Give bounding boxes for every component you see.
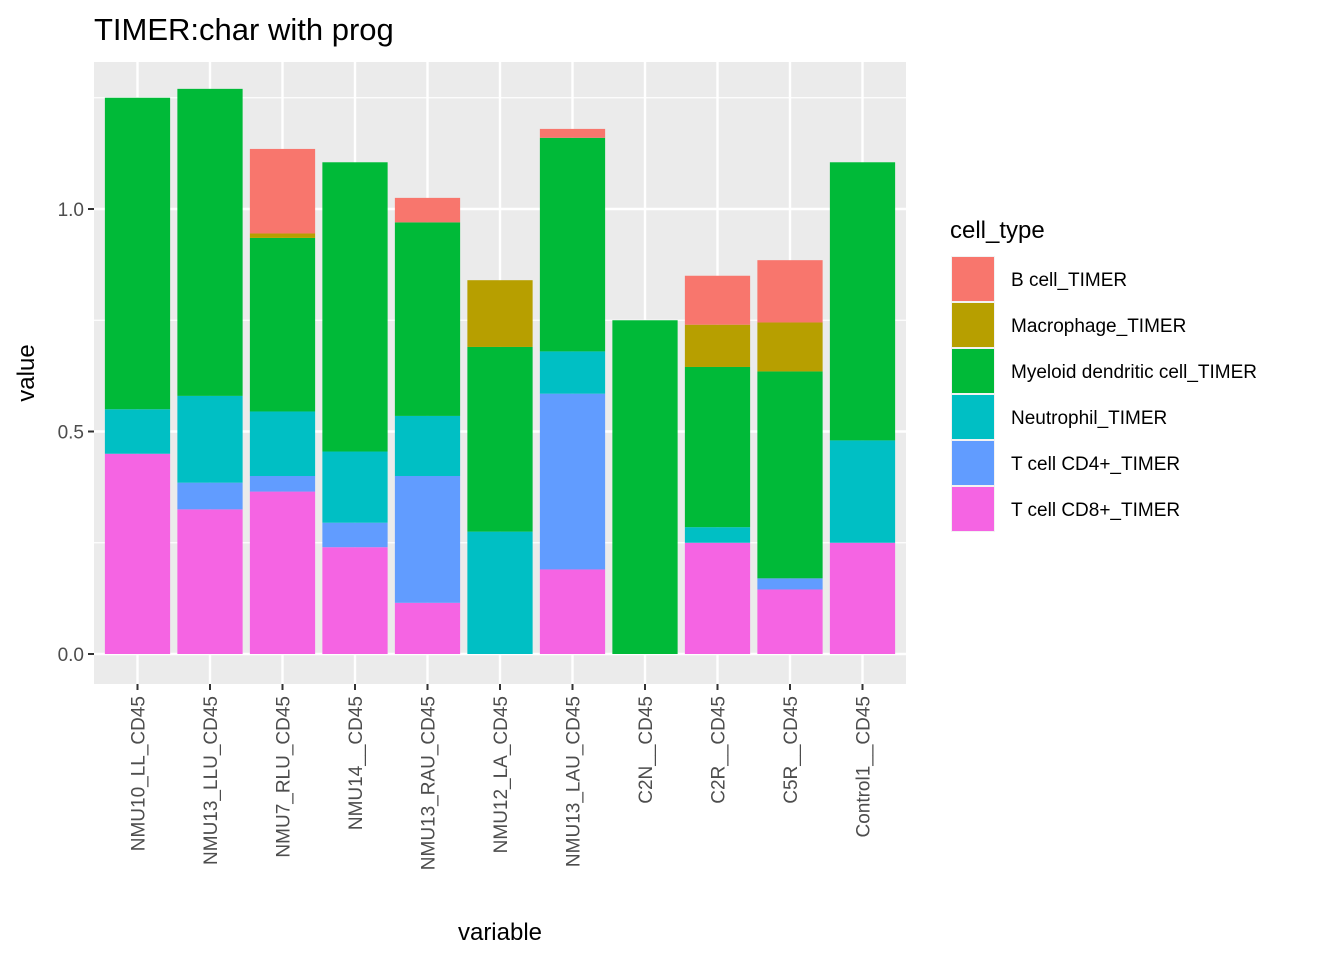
bar-segment xyxy=(322,547,388,654)
x-tick-label: NMU12_LA_CD45 xyxy=(491,696,512,853)
bar-segment xyxy=(104,97,171,410)
x-tick-label: NMU14__CD45 xyxy=(346,696,367,830)
bar-segment xyxy=(539,128,606,138)
bar-segment xyxy=(467,346,533,532)
bar-segment xyxy=(467,531,533,654)
bar-segment xyxy=(249,411,316,476)
bar-segment xyxy=(322,162,388,452)
bar-segment xyxy=(829,440,896,543)
x-tick-label: NMU13_LAU_CD45 xyxy=(564,696,585,867)
x-tick-label: C5R__CD45 xyxy=(781,696,802,804)
bar-segment xyxy=(104,409,171,454)
bar-segment xyxy=(249,148,316,234)
bar-segment xyxy=(249,476,316,492)
bar-segment xyxy=(394,476,461,603)
legend-label: Macrophage_TIMER xyxy=(1011,316,1186,337)
legend: cell_type B cell_TIMER Macrophage_TIMER My… xyxy=(950,217,1257,532)
legend-key xyxy=(952,395,994,439)
x-tick-label: NMU13_LLU_CD45 xyxy=(201,696,222,865)
legend-label: B cell_TIMER xyxy=(1011,270,1127,291)
x-tick-label: C2R__CD45 xyxy=(709,696,730,804)
chart-title: TIMER:char with prog xyxy=(94,12,394,47)
bar-segment xyxy=(394,415,461,476)
legend-key xyxy=(952,349,994,393)
legend-key xyxy=(952,257,994,301)
legend-label: Neutrophil_TIMER xyxy=(1011,408,1167,429)
bar-segment xyxy=(322,451,388,523)
legend-label: T cell CD4+_TIMER xyxy=(1011,454,1180,475)
bar-segment xyxy=(684,542,751,654)
bar-segment xyxy=(394,197,461,223)
bar-segment xyxy=(684,275,751,325)
y-tick-label: 0.5 xyxy=(58,423,84,444)
y-axis: 0.0 0.5 1.0 xyxy=(58,200,94,666)
bar-segment xyxy=(539,351,606,394)
bar-segment xyxy=(104,453,171,654)
y-axis-title: value xyxy=(13,344,40,401)
bar-segment xyxy=(177,482,243,510)
x-axis: NMU10_LL_CD45 NMU13_LLU_CD45 NMU7_RLU_CD45… xyxy=(129,684,875,870)
legend-title: cell_type xyxy=(950,217,1045,244)
legend-label: Myeloid dendritic cell_TIMER xyxy=(1011,362,1257,383)
bar-segment xyxy=(757,589,823,654)
y-tick-label: 1.0 xyxy=(58,200,84,221)
legend-key xyxy=(952,487,994,531)
bars xyxy=(104,88,896,654)
bar-segment xyxy=(177,395,243,483)
bar-segment xyxy=(394,222,461,416)
bar-segment xyxy=(757,260,823,323)
bar-segment xyxy=(757,371,823,579)
legend-label: T cell CD8+_TIMER xyxy=(1011,500,1180,521)
legend-key xyxy=(952,303,994,347)
bar-segment xyxy=(177,509,243,654)
bar-segment xyxy=(829,162,896,441)
bar-segment xyxy=(539,393,606,570)
bar-segment xyxy=(829,542,896,654)
bar-segment xyxy=(249,491,316,654)
bar-segment xyxy=(177,88,243,396)
x-tick-label: Control1__CD45 xyxy=(854,696,875,838)
bar-segment xyxy=(539,569,606,654)
bar-segment xyxy=(249,233,316,238)
bar-segment xyxy=(249,237,316,412)
bar-segment xyxy=(467,280,533,347)
x-tick-label: C2N__CD45 xyxy=(636,696,657,804)
bar-segment xyxy=(684,527,751,543)
x-tick-label: NMU13_RAU_CD45 xyxy=(419,696,440,870)
x-tick-label: NMU7_RLU_CD45 xyxy=(274,696,295,858)
y-tick-label: 0.0 xyxy=(58,645,84,666)
bar-segment xyxy=(612,320,678,654)
bar-segment xyxy=(322,522,388,548)
bar-segment xyxy=(757,322,823,372)
bar-segment xyxy=(539,137,606,352)
x-axis-title: variable xyxy=(458,919,542,946)
x-tick-label: NMU10_LL_CD45 xyxy=(129,696,150,851)
bar-segment xyxy=(684,366,751,528)
bar-segment xyxy=(394,602,461,654)
bar-segment xyxy=(684,324,751,367)
legend-key xyxy=(952,441,994,485)
bar-segment xyxy=(757,578,823,590)
